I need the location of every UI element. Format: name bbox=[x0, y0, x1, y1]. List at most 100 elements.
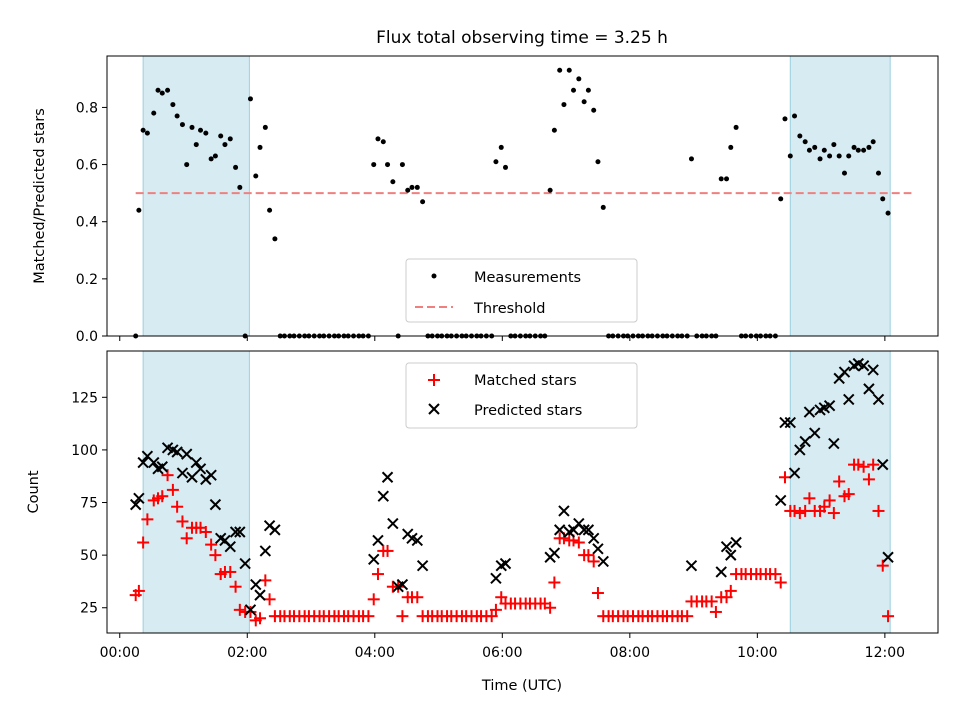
y-tick-label: 0.6 bbox=[76, 158, 98, 174]
predicted-star-point bbox=[730, 536, 742, 549]
measurement-point bbox=[792, 113, 798, 119]
matched-star-point bbox=[842, 488, 855, 501]
predicted-star-point bbox=[180, 448, 193, 460]
measurement-point bbox=[866, 144, 872, 150]
predicted-star-point bbox=[186, 471, 198, 483]
predicted-star-point bbox=[194, 463, 207, 475]
matched-star-point bbox=[867, 458, 880, 471]
ratio-legend: Measurements Threshold bbox=[405, 258, 638, 323]
measurement-point bbox=[591, 107, 597, 113]
predicted-star-point bbox=[259, 545, 272, 557]
predicted-star-point bbox=[411, 534, 424, 547]
matched-star-point bbox=[803, 492, 816, 505]
measurement-point bbox=[174, 113, 180, 119]
predicted-star-point bbox=[548, 547, 561, 559]
measurement-point bbox=[797, 133, 803, 139]
legend-matched-label: Matched stars bbox=[474, 373, 577, 389]
ratio-axis-ticks: 0.0 0.2 0.4 0.6 0.8 bbox=[76, 100, 886, 345]
measurement-point bbox=[502, 164, 508, 170]
matched-star-point bbox=[371, 568, 384, 581]
legend-measurements-label: Measurements bbox=[474, 270, 581, 286]
measurement-point bbox=[165, 87, 171, 93]
measurement-point bbox=[193, 142, 199, 148]
predicted-star-point bbox=[794, 444, 806, 456]
measurement-point bbox=[237, 184, 243, 190]
chart-title: Flux total observing time = 3.25 h bbox=[376, 28, 668, 48]
measurement-point bbox=[846, 153, 852, 159]
measurement-point bbox=[728, 144, 734, 150]
matched-star-point bbox=[724, 584, 737, 597]
x-tick-label: 10:00 bbox=[737, 645, 777, 661]
measurement-point bbox=[155, 87, 161, 93]
predicted-star-point bbox=[176, 467, 189, 479]
matched-star-point bbox=[489, 603, 502, 616]
measurement-point bbox=[257, 144, 263, 150]
matched-star-point bbox=[176, 515, 189, 528]
predicted-star-point bbox=[803, 406, 816, 418]
ratio-y-axis-label: Matched/Predicted stars bbox=[32, 108, 48, 284]
matched-star-point bbox=[709, 605, 722, 618]
measurement-point bbox=[817, 156, 823, 162]
measurement-point bbox=[718, 176, 724, 182]
matched-star-point bbox=[818, 500, 831, 513]
matched-star-point bbox=[882, 610, 895, 623]
measurement-point bbox=[159, 90, 165, 96]
predicted-star-point bbox=[381, 471, 394, 483]
measurement-point bbox=[841, 170, 847, 176]
matched-star-point bbox=[411, 591, 424, 604]
matched-star-point bbox=[254, 612, 267, 625]
measurement-point bbox=[855, 147, 861, 153]
measurement-point bbox=[885, 210, 891, 216]
predicted-star-point bbox=[205, 469, 217, 481]
measurement-point bbox=[778, 196, 784, 202]
measurement-point bbox=[371, 162, 377, 168]
measurement-point bbox=[870, 139, 876, 145]
measurement-point bbox=[420, 199, 426, 205]
measurement-point bbox=[831, 142, 837, 148]
measurement-point bbox=[724, 176, 730, 182]
matched-star-point bbox=[705, 595, 718, 608]
predicted-star-point bbox=[250, 578, 262, 591]
matched-star-point bbox=[362, 610, 375, 623]
predicted-star-point bbox=[882, 551, 894, 563]
matched-stars-markers bbox=[129, 458, 895, 627]
measurement-point bbox=[179, 122, 185, 128]
measurement-point bbox=[136, 207, 142, 213]
shaded-region bbox=[142, 55, 250, 337]
predicted-star-point bbox=[685, 559, 698, 572]
measurement-point bbox=[566, 67, 572, 73]
measurement-point bbox=[581, 99, 587, 105]
predicted-star-point bbox=[239, 557, 251, 570]
predicted-star-point bbox=[553, 524, 566, 536]
measurement-point bbox=[585, 87, 591, 93]
count-y-axis-label: Count bbox=[26, 470, 42, 513]
legend-measurements-marker bbox=[431, 273, 437, 279]
measurement-point bbox=[253, 173, 259, 179]
predicted-star-point bbox=[823, 400, 836, 412]
predicted-star-point bbox=[725, 549, 737, 561]
matched-star-point bbox=[793, 507, 806, 520]
matched-star-point bbox=[862, 473, 875, 486]
count-legend: Matched stars Predicted stars bbox=[405, 362, 638, 429]
measurement-point bbox=[782, 116, 788, 122]
legend-predicted-marker bbox=[428, 403, 440, 415]
measurement-point bbox=[375, 136, 381, 142]
measurement-point bbox=[272, 236, 278, 242]
count-legend-box bbox=[405, 362, 638, 429]
measurement-point bbox=[571, 87, 577, 93]
matched-star-point bbox=[180, 532, 193, 545]
predicted-star-point bbox=[582, 524, 595, 536]
predicted-star-point bbox=[224, 541, 236, 553]
measurement-point bbox=[399, 162, 405, 168]
matched-star-point bbox=[396, 610, 409, 623]
measurement-point bbox=[262, 124, 268, 130]
x-tick-label: 12:00 bbox=[865, 645, 905, 661]
measurement-point bbox=[787, 153, 793, 159]
matched-star-point bbox=[244, 605, 257, 618]
x-tick-label: 04:00 bbox=[355, 645, 395, 661]
predicted-star-point bbox=[396, 578, 409, 591]
count-axis-ticks: 00:00 02:00 04:00 06:00 08:00 10:00 12:00 25 50 7… bbox=[71, 390, 905, 661]
measurement-point bbox=[267, 207, 273, 213]
measurement-point bbox=[380, 139, 386, 145]
predicted-star-point bbox=[587, 532, 600, 545]
